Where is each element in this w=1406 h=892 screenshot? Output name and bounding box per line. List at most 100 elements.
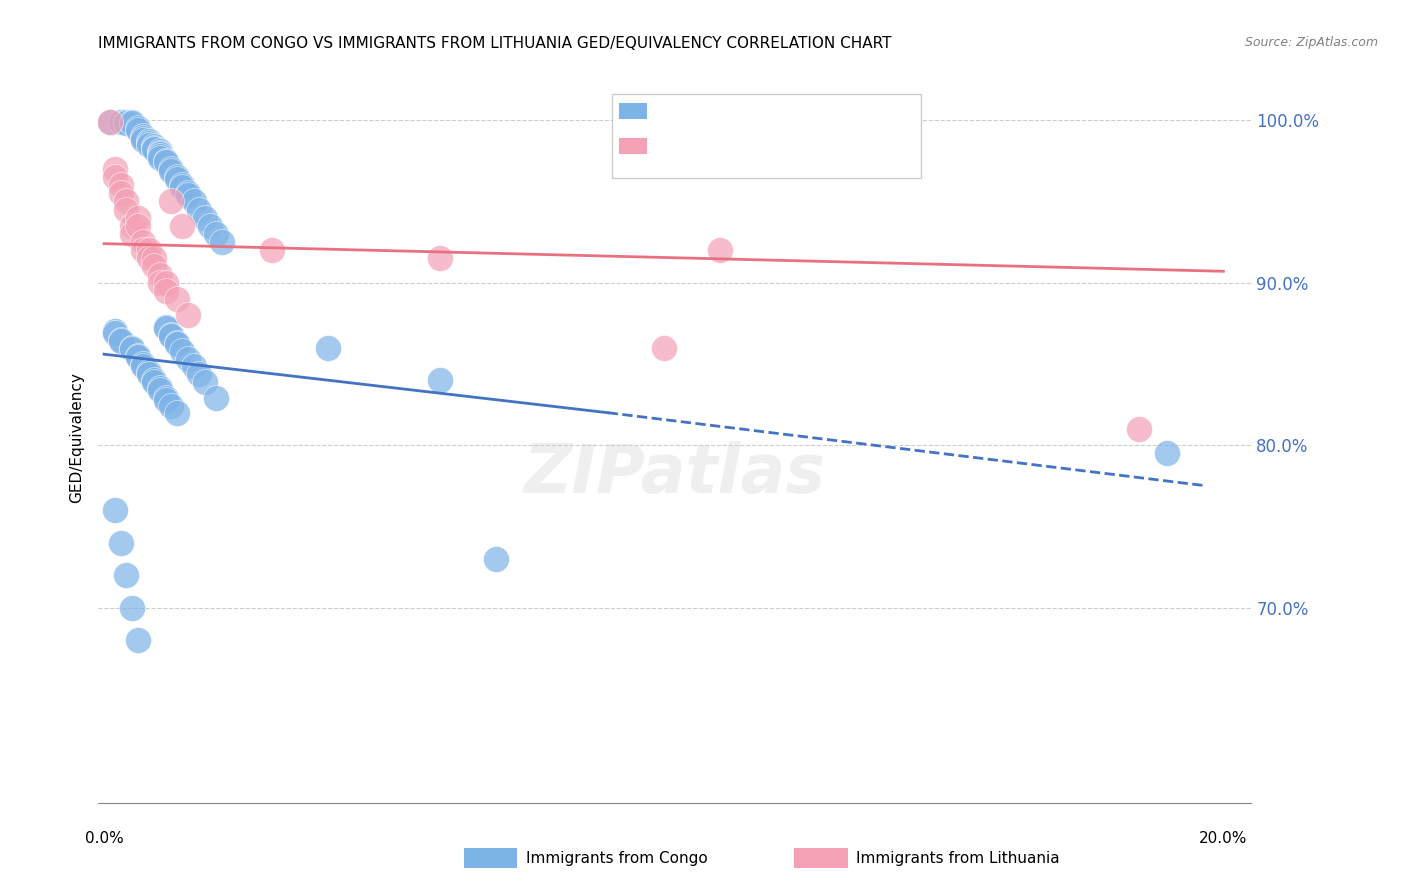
Point: [138, 134, 160, 148]
Point: [127, 123, 149, 137]
Point: [132, 133, 155, 147]
Point: [149, 149, 172, 163]
Point: [188, 367, 211, 381]
Point: [160, 329, 183, 343]
Text: 30: 30: [780, 141, 801, 156]
Text: Immigrants from Congo: Immigrants from Congo: [526, 851, 707, 865]
Point: [127, 351, 149, 365]
Point: [160, 163, 183, 178]
Text: 0.0%: 0.0%: [84, 830, 124, 846]
Point: [160, 161, 183, 176]
Point: [1156, 446, 1178, 460]
Point: [121, 227, 143, 241]
Text: R =: R =: [654, 141, 688, 156]
Point: [143, 252, 166, 266]
Point: [138, 243, 160, 257]
Point: [183, 359, 205, 373]
Point: [149, 151, 172, 165]
Point: [205, 391, 228, 405]
Point: [115, 202, 138, 217]
Point: [132, 129, 155, 144]
Text: Source: ZipAtlas.com: Source: ZipAtlas.com: [1244, 36, 1378, 49]
Point: [104, 325, 127, 339]
Point: [155, 284, 177, 298]
Text: N =: N =: [752, 105, 786, 120]
Point: [172, 219, 194, 233]
Point: [115, 116, 138, 130]
Point: [155, 155, 177, 169]
Point: [160, 194, 183, 209]
Point: [115, 114, 138, 128]
Point: [149, 383, 172, 397]
Y-axis label: GED/Equivalency: GED/Equivalency: [69, 372, 84, 502]
Point: [138, 365, 160, 379]
Point: [194, 211, 217, 225]
Point: [149, 381, 172, 395]
Point: [172, 178, 194, 193]
Point: [127, 211, 149, 225]
Point: [177, 352, 200, 367]
Point: [177, 187, 200, 202]
Point: [205, 227, 228, 241]
Point: [166, 292, 188, 306]
Point: [121, 114, 143, 128]
Point: [166, 169, 188, 184]
Point: [177, 186, 200, 201]
Point: [316, 341, 339, 355]
Text: N =: N =: [752, 141, 786, 156]
Point: [172, 179, 194, 194]
Point: [132, 131, 155, 145]
Point: [200, 219, 222, 233]
Point: [110, 186, 132, 201]
Point: [115, 194, 138, 209]
Point: [132, 243, 155, 257]
Point: [143, 139, 166, 153]
Point: [138, 137, 160, 152]
Text: 79: 79: [780, 105, 801, 120]
Point: [166, 171, 188, 186]
Point: [429, 373, 451, 387]
Point: [104, 326, 127, 340]
Point: [143, 260, 166, 274]
Point: [104, 169, 127, 184]
Point: [110, 114, 132, 128]
Point: [166, 406, 188, 420]
Point: [149, 276, 172, 290]
Point: [121, 600, 143, 615]
Point: [127, 219, 149, 233]
Point: [127, 633, 149, 648]
Text: -0.043: -0.043: [685, 105, 740, 120]
Point: [166, 337, 188, 351]
Point: [155, 392, 177, 407]
Point: [155, 153, 177, 168]
Text: IMMIGRANTS FROM CONGO VS IMMIGRANTS FROM LITHUANIA GED/EQUIVALENCY CORRELATION C: IMMIGRANTS FROM CONGO VS IMMIGRANTS FROM…: [98, 36, 891, 51]
Point: [121, 341, 143, 355]
Point: [183, 194, 205, 209]
Point: [160, 327, 183, 342]
Point: [194, 375, 217, 389]
Point: [149, 145, 172, 160]
Point: [138, 367, 160, 381]
Text: Immigrants from Lithuania: Immigrants from Lithuania: [856, 851, 1060, 865]
Point: [155, 391, 177, 405]
Point: [172, 343, 194, 358]
Point: [138, 136, 160, 150]
Point: [104, 503, 127, 517]
Point: [155, 319, 177, 334]
Point: [110, 535, 132, 549]
Text: R =: R =: [654, 105, 688, 120]
Point: [132, 357, 155, 371]
Point: [177, 308, 200, 322]
Point: [143, 375, 166, 389]
Point: [149, 147, 172, 161]
Point: [1128, 422, 1150, 436]
Point: [160, 399, 183, 413]
Point: [429, 252, 451, 266]
Point: [110, 334, 132, 348]
Point: [138, 252, 160, 266]
Point: [709, 243, 731, 257]
Point: [143, 141, 166, 155]
Point: [149, 144, 172, 158]
Point: [127, 121, 149, 136]
Point: [121, 116, 143, 130]
